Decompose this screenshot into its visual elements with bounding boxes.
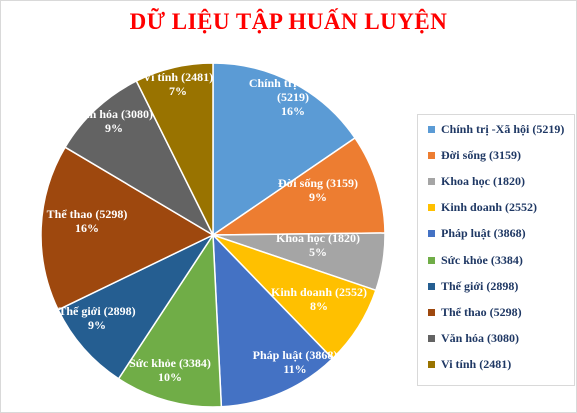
legend-swatch [428, 151, 435, 159]
chart-title: DỮ LIỆU TẬP HUẤN LUYỆN [129, 9, 448, 34]
legend-item: Đời sống (3159) [428, 147, 521, 163]
pie-slice-7 [40, 146, 215, 311]
slice-name-label: Vi tính (2481) [143, 70, 213, 84]
slice-percent-label: 16% [281, 104, 305, 118]
pie-slice-5 [117, 232, 223, 408]
pie-slice-8 [64, 80, 215, 237]
legend-label: Thế giới (2898) [441, 278, 519, 293]
legend-label: Kinh doanh (2552) [441, 200, 538, 215]
legend-swatch [428, 335, 435, 343]
legend-item: Văn hóa (3080) [428, 331, 519, 347]
chart-legend: Chính trị -Xã hội (5219) Đời sống (3159) K… [417, 114, 575, 386]
legend-label: Pháp luật (3868) [441, 226, 526, 241]
slice-name-label: Sức khỏe (3384) [129, 356, 211, 370]
pie-slice-4 [212, 233, 334, 408]
slice-name-label: Đời sống (3159) [278, 176, 358, 190]
legend-item: Kinh doanh (2552) [428, 200, 537, 216]
slice-percent-label: 9% [309, 190, 327, 204]
pie-slice-1 [210, 136, 386, 236]
legend-item: Vi tính (2481) [428, 357, 511, 373]
slice-percent-label: 10% [158, 370, 182, 384]
slice-label-9: Vi tính (2481)7% [143, 70, 213, 98]
slice-name-label: Văn hóa (3080) [75, 107, 153, 121]
legend-item: Sức khỏe (3384) [428, 252, 523, 268]
slice-percent-label: 16% [75, 221, 99, 235]
legend-label: Khoa học (1820) [441, 173, 525, 188]
slice-percent-label: 5% [309, 245, 327, 259]
slice-label-8: Văn hóa (3080)9% [75, 107, 153, 135]
slice-label-6: Thế giới (2898)9% [58, 304, 135, 332]
legend-swatch [428, 125, 435, 133]
slice-name-label: Khoa học (1820) [276, 231, 360, 245]
slice-name-label: Thể thao (5298) [47, 207, 128, 221]
slice-name-label: (5219) [277, 90, 309, 104]
legend-item: Chính trị -Xã hội (5219) [428, 121, 564, 137]
slice-label-7: Thể thao (5298)16% [47, 207, 128, 235]
legend-label: Văn hóa (3080) [441, 331, 520, 346]
pie-slice-0 [212, 62, 357, 237]
legend-swatch [428, 256, 435, 264]
legend-label: Sức khỏe (3384) [441, 252, 523, 267]
legend-swatch [428, 204, 435, 212]
legend-item: Khoa học (1820) [428, 173, 525, 189]
slice-percent-label: 7% [169, 84, 187, 98]
slice-percent-label: 8% [310, 299, 328, 313]
slice-label-5: Sức khỏe (3384)10% [129, 356, 211, 384]
legend-label: Chính trị -Xã hội (5219) [441, 121, 565, 136]
legend-label: Đời sống (3159) [441, 147, 521, 162]
slice-label-1: Đời sống (3159)9% [278, 176, 358, 204]
slice-name-label: Thế giới (2898) [58, 304, 135, 318]
legend-item: Pháp luật (3868) [428, 226, 526, 242]
slice-name-label: Pháp luật (3868) [253, 348, 338, 362]
pie-slice-9 [135, 62, 214, 236]
legend-label: Vi tính (2481) [441, 357, 512, 372]
slice-label-3: Kinh doanh (2552)8% [271, 285, 367, 313]
slice-label-4: Pháp luật (3868)11% [253, 348, 338, 376]
legend-item: Thế giới (2898) [428, 278, 518, 294]
legend-item: Thể thao (5298) [428, 304, 522, 320]
slice-name-label: Chính trị -Xã hội [249, 76, 338, 90]
legend-label: Thể thao (5298) [441, 304, 522, 319]
slice-label-2: Khoa học (1820)5% [276, 231, 360, 259]
legend-swatch [428, 308, 435, 316]
legend-swatch [428, 230, 435, 238]
slice-label-0: Chính trị -Xã hội(5219)16% [249, 76, 338, 118]
legend-swatch [428, 282, 435, 290]
legend-swatch [428, 361, 435, 369]
slice-percent-label: 9% [105, 121, 123, 135]
slice-percent-label: 11% [283, 362, 306, 376]
slice-name-label: Kinh doanh (2552) [271, 285, 367, 299]
legend-swatch [428, 177, 435, 185]
slice-percent-label: 9% [88, 318, 106, 332]
pie-slice-6 [57, 233, 216, 380]
